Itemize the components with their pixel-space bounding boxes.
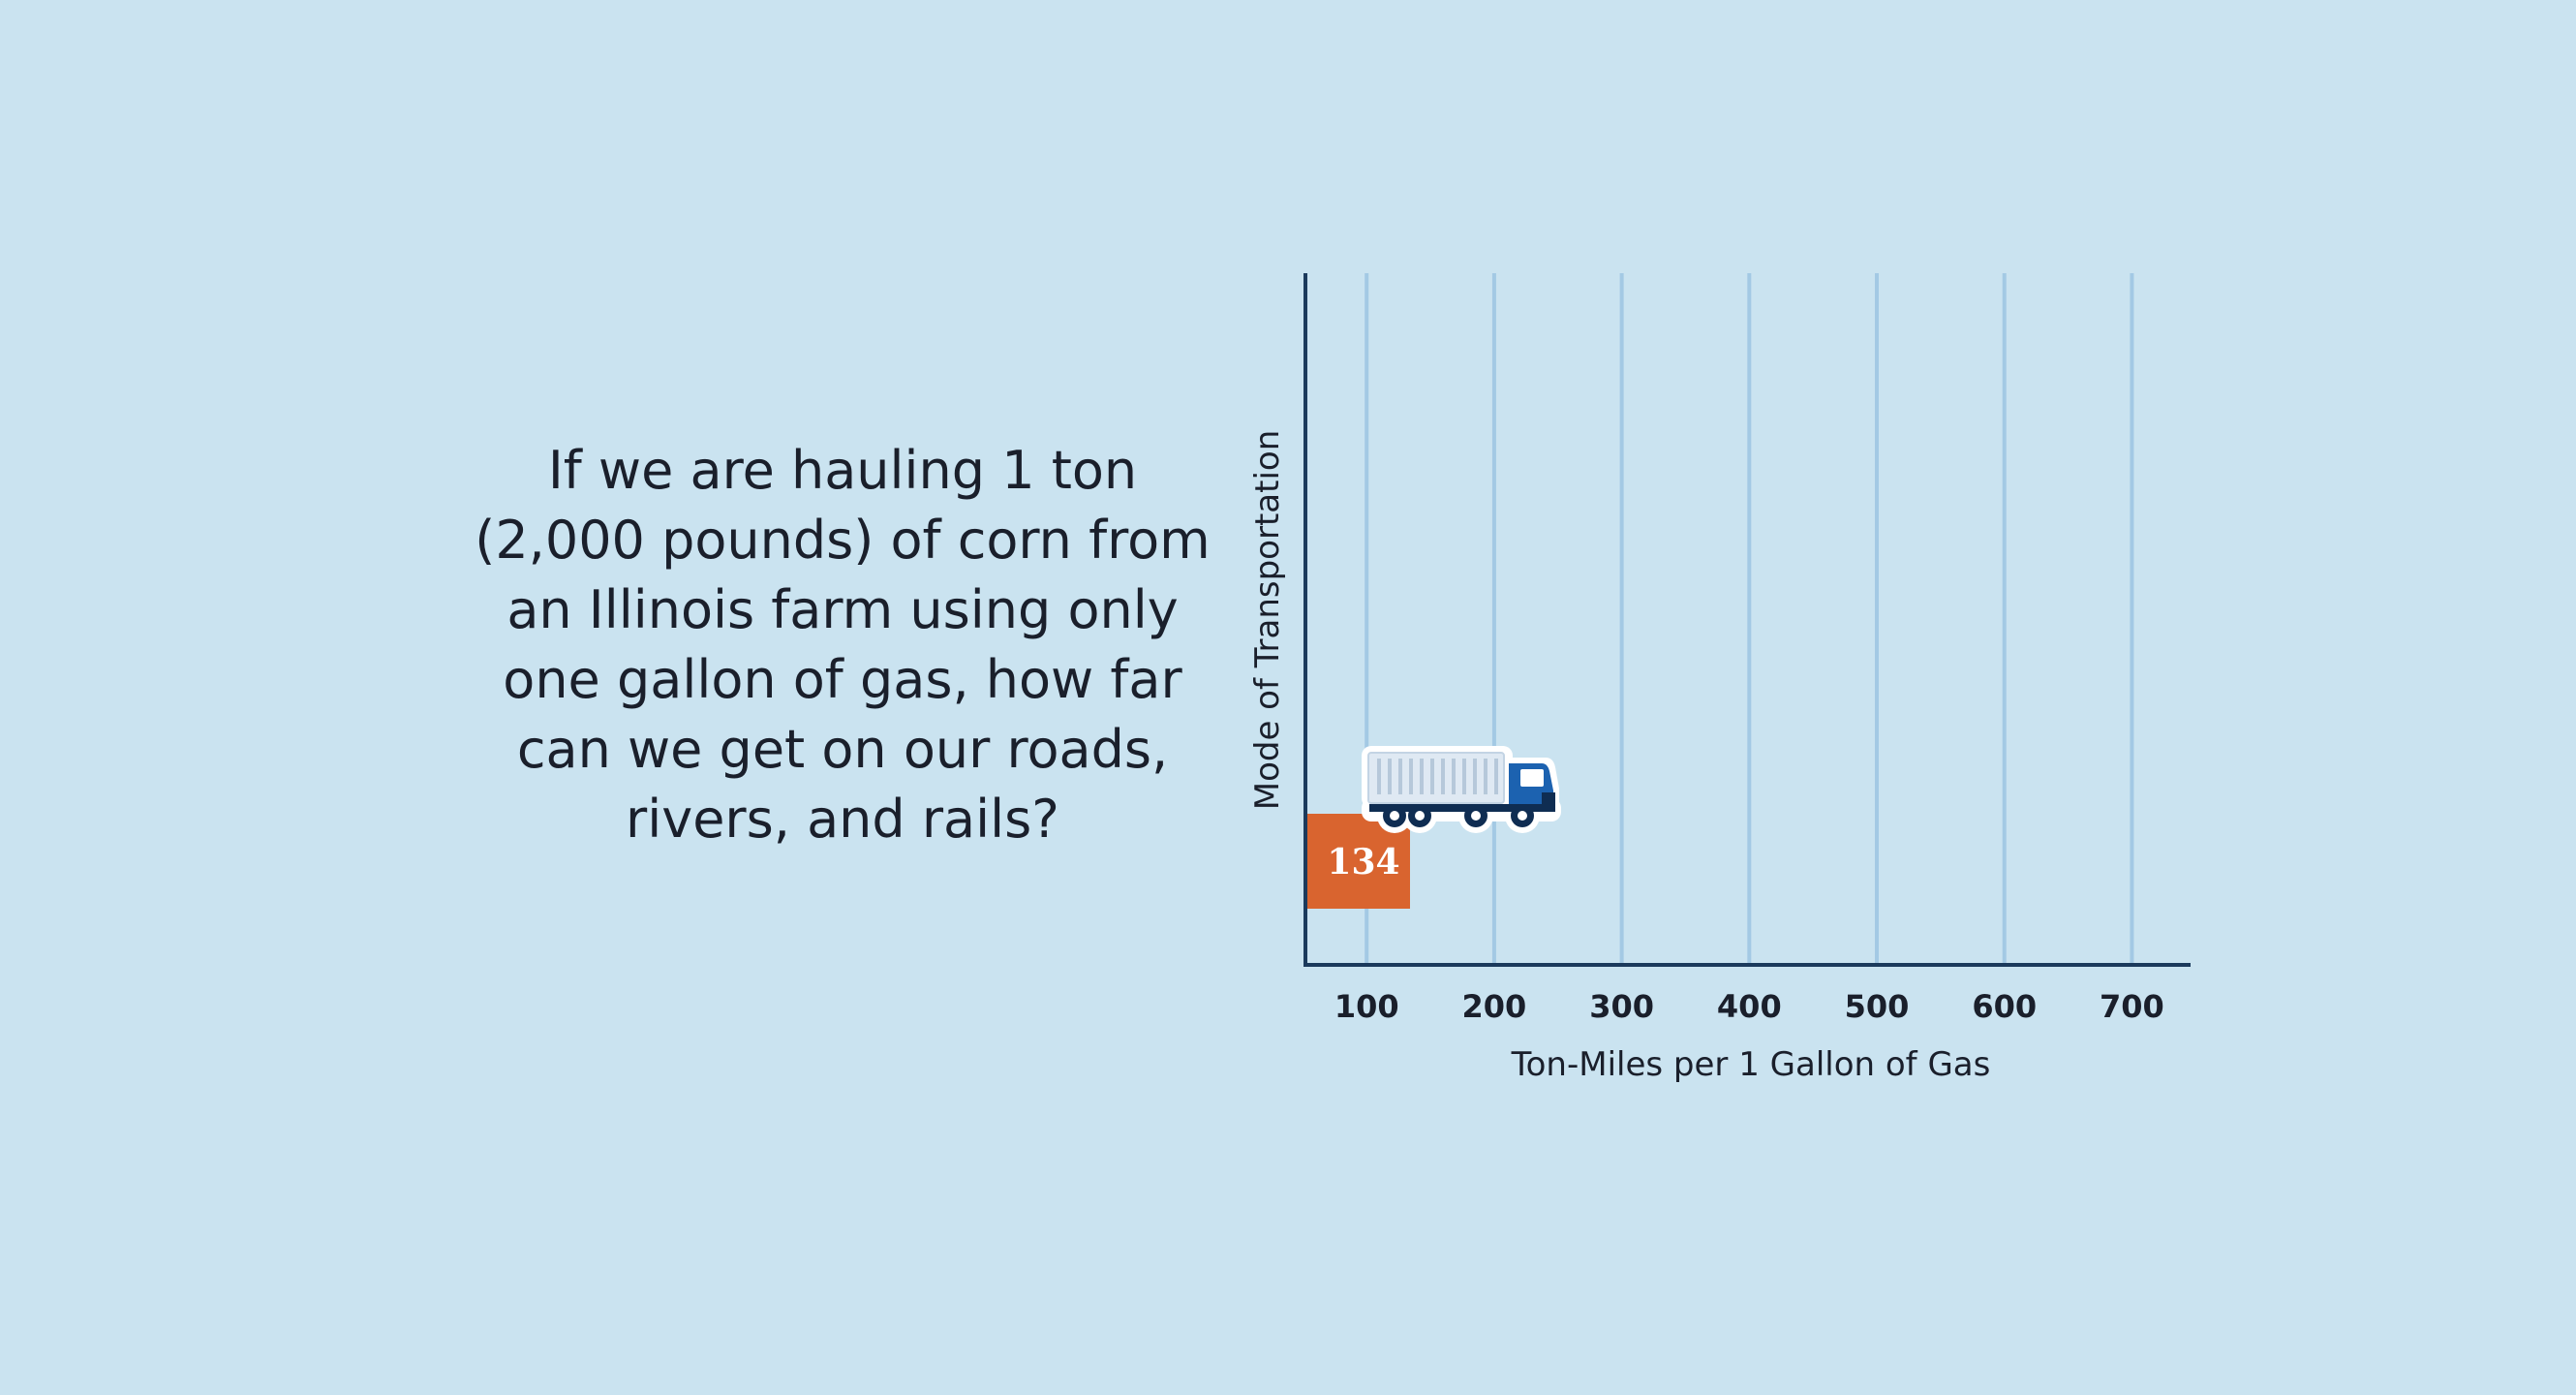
- question-text: If we are hauling 1 ton (2,000 pounds) o…: [455, 436, 1230, 854]
- x-tick-label: 300: [1589, 988, 1654, 1025]
- question-line: If we are hauling 1 ton: [547, 440, 1138, 501]
- question-line: an Illinois farm using only: [506, 579, 1179, 640]
- question-line: rivers, and rails?: [626, 789, 1059, 850]
- question-line: can we get on our roads,: [516, 719, 1169, 780]
- x-tick-label: 400: [1717, 988, 1782, 1025]
- x-axis-label: Ton-Miles per 1 Gallon of Gas: [1511, 1045, 1991, 1084]
- x-tick-label: 200: [1462, 988, 1527, 1025]
- x-tick-label: 600: [1972, 988, 2037, 1025]
- bar-value-label: 134: [1327, 842, 1399, 883]
- x-tick-label: 100: [1334, 988, 1399, 1025]
- x-tick-label: 500: [1845, 988, 1910, 1025]
- x-tick-labels: 100 200 300 400 500 600 700: [1334, 988, 2164, 1025]
- truck-icon: [1362, 746, 1561, 833]
- question-line: (2,000 pounds) of corn from: [475, 510, 1211, 571]
- x-tick-label: 700: [2100, 988, 2164, 1025]
- grid-lines: [1365, 273, 2134, 965]
- y-axis-label: Mode of Transportation: [1248, 430, 1287, 811]
- question-line: one gallon of gas, how far: [503, 649, 1182, 710]
